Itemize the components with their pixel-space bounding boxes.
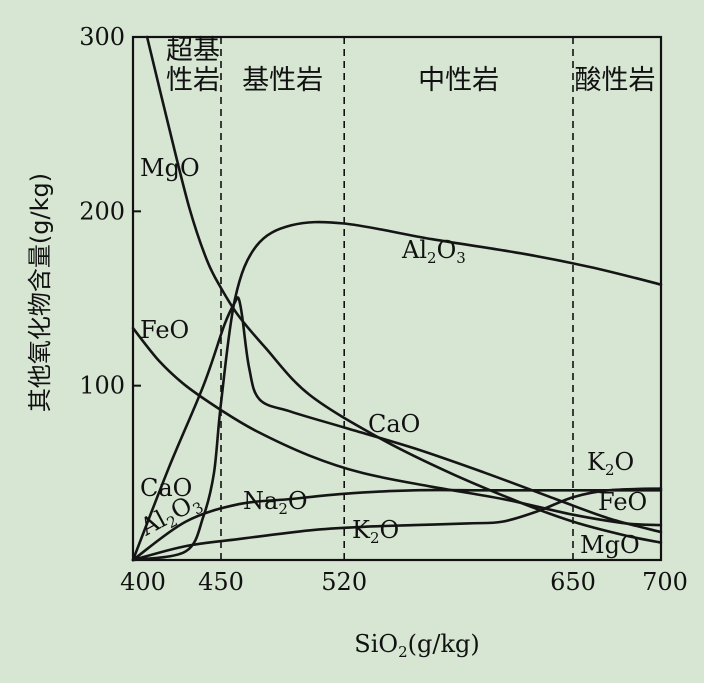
series-line-5	[131, 487, 663, 562]
zone-label-1-0: 基性岩	[242, 65, 323, 96]
series-label-0-0: MgO	[140, 154, 200, 182]
series-line-4	[131, 488, 663, 562]
x-axis-title: SiO2(g/kg)	[354, 630, 479, 661]
series-label-5-1: K2O	[587, 448, 634, 479]
zone-label-0-0: 超基	[166, 35, 220, 66]
zone-label-3-0: 酸性岩	[575, 65, 656, 96]
y-tick-label-300: 300	[79, 23, 125, 51]
y-tick-label-100: 100	[79, 372, 125, 400]
x-tick-label-650: 650	[550, 568, 596, 596]
series-label-1-0: FeO	[140, 316, 189, 344]
series-label-1-1: FeO	[598, 488, 647, 516]
series-line-0	[145, 35, 663, 544]
series-label-4-0: Na2O	[243, 487, 308, 518]
y-tick-label-200: 200	[79, 197, 125, 225]
plot-frame	[131, 35, 663, 562]
series-line-1	[131, 326, 663, 527]
x-tick-label-520: 520	[321, 568, 367, 596]
series-label-0-1: MgO	[580, 531, 640, 559]
y-axis-title: 其他氧化物含量(g/kg)	[26, 173, 54, 412]
x-tick-label-700: 700	[642, 568, 688, 596]
series-label-2-1: CaO	[368, 410, 420, 438]
series-line-2	[131, 296, 663, 562]
x-tick-label-450: 450	[198, 568, 244, 596]
series-label-2-0: CaO	[140, 474, 192, 502]
series-label-5-0: K2O	[352, 516, 399, 547]
series-label-3-1: Al2O3	[401, 236, 466, 267]
zone-label-2-0: 中性岩	[418, 65, 499, 96]
x-tick-label-400: 400	[120, 568, 166, 596]
zone-label-0-1: 性岩	[166, 65, 220, 96]
